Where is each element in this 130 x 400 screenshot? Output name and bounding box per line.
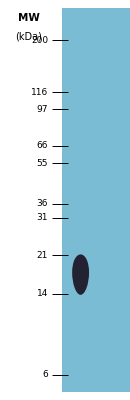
Text: 116: 116 (31, 88, 48, 96)
Ellipse shape (72, 254, 89, 295)
Text: 21: 21 (37, 250, 48, 260)
Text: 200: 200 (31, 36, 48, 44)
Text: 14: 14 (37, 289, 48, 298)
Text: 55: 55 (37, 159, 48, 168)
Bar (62, 8, 130, 392)
Text: 31: 31 (37, 214, 48, 222)
Text: 97: 97 (37, 105, 48, 114)
Text: MW: MW (18, 13, 40, 23)
Text: 6: 6 (42, 370, 48, 379)
Text: (kDa): (kDa) (15, 31, 42, 41)
Text: 36: 36 (37, 199, 48, 208)
Text: 66: 66 (37, 141, 48, 150)
